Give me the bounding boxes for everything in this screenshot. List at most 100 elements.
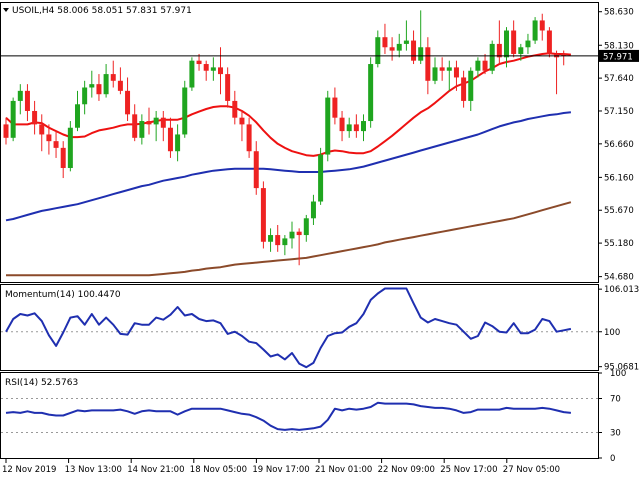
candle-body [303,218,309,236]
candle [396,33,402,58]
candle [117,67,123,95]
candle [110,60,116,88]
candle [24,84,30,122]
candle [546,27,552,58]
price-axis: 58.630 58.130 57.640 57.150 56.660 56.160 55.6… [598,8,634,283]
candle [268,228,274,252]
candle [125,77,131,122]
current-price-box [599,49,639,62]
candle [210,57,216,81]
candle-body [346,124,352,132]
candle-body [246,124,252,152]
candle [504,27,509,68]
candle [3,117,9,145]
ma-mid-path [5,111,571,222]
time-tick-label: 12 Nov 2019 [2,465,56,475]
candle [475,57,481,78]
candle [139,114,145,145]
candle-body [525,40,531,48]
candle-body [17,90,23,101]
candle [382,23,388,54]
candle [525,33,531,54]
candle [411,30,417,65]
candle-body [425,47,431,81]
candle [89,70,95,98]
candle [346,117,352,138]
candle [332,87,338,125]
candle-body [10,100,16,138]
ma-fast-path [5,52,571,157]
current-price-line: 57.971 [1,49,639,62]
candle-body [3,124,9,138]
momentum-tick-label: 100 [604,328,620,338]
candle-body [60,147,66,168]
candle [453,60,459,91]
candle [175,124,181,162]
candle [32,100,38,135]
candle-body [496,43,502,58]
candle-body [225,74,231,101]
current-price-label: 57.971 [603,52,633,62]
price-tick-label: 56.160 [604,173,634,183]
candle-body [82,87,88,105]
momentum-line [5,287,572,369]
candle-body [117,80,123,91]
candle [10,97,16,142]
candle-body [461,77,467,101]
candle-body [310,201,316,219]
candle [289,221,295,249]
candle-body [167,127,173,152]
candle-body [353,124,359,132]
candle-body [439,67,445,71]
price-tick-label: 54.680 [604,273,634,283]
candle-body [268,235,274,242]
candle [196,53,202,71]
collapse-triangle-icon[interactable] [3,8,9,12]
momentum-panel-frame [0,284,599,371]
candle [432,57,438,85]
candle [496,20,502,65]
candle [246,117,252,158]
rsi-line [5,401,572,431]
candle [203,60,209,81]
candle-body [53,141,59,148]
candle [368,57,374,128]
candle [375,30,381,68]
candle-body [368,64,374,122]
candle-body [110,74,116,81]
candle [339,110,345,142]
candle-body [182,87,188,135]
candle-body [175,134,181,152]
candle-body [403,40,409,44]
rsi-tick-label: 0 [610,454,615,464]
candle [461,70,467,108]
candle [275,224,281,252]
momentum-title: Momentum(14) 100.4470 [5,290,121,300]
time-tick-label: 25 Nov 17:00 [440,465,497,475]
candle [260,181,266,249]
candle-body [203,64,209,71]
candle [146,107,152,135]
candle [103,64,109,98]
candle-body [282,238,288,246]
candle [96,74,102,101]
candle-body [489,43,495,71]
candle [132,104,138,142]
candle-body [475,60,481,71]
candle [425,37,431,95]
candle-body [389,47,395,51]
candle-body [139,121,145,138]
candle [310,194,316,225]
momentum-tick-label: 95.0681 [604,363,639,373]
time-tick-label: 18 Nov 05:00 [190,465,247,475]
candle [282,235,288,256]
price-tick-label: 57.150 [604,107,634,117]
candle [389,37,395,61]
candle [46,124,52,155]
candle [489,40,495,75]
candle-body [46,134,52,142]
candle-body [189,60,195,88]
ma-slow-path [6,201,572,277]
